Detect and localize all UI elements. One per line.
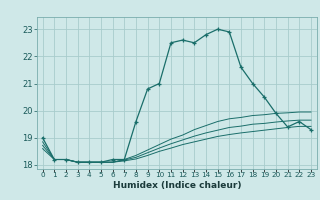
X-axis label: Humidex (Indice chaleur): Humidex (Indice chaleur) [113,181,241,190]
